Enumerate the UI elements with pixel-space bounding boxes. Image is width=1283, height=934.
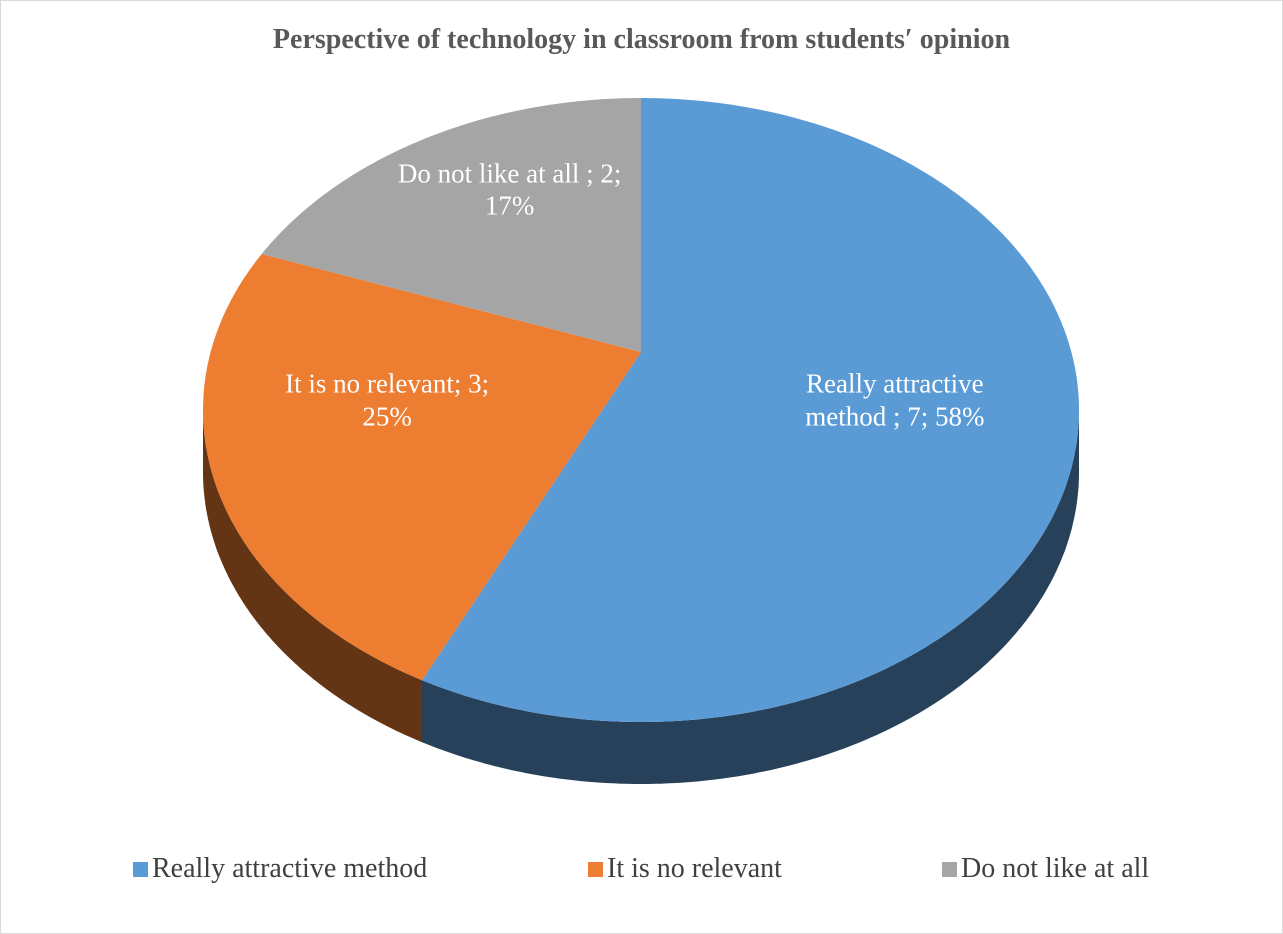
legend-swatch bbox=[133, 861, 148, 877]
slice-side bbox=[203, 410, 422, 743]
chart-title: Perspective of technology in classroom f… bbox=[272, 24, 1011, 55]
slice bbox=[203, 254, 641, 681]
legend-label: Do not like at all bbox=[961, 853, 1150, 884]
legend-swatch bbox=[588, 861, 603, 877]
slice-side bbox=[422, 410, 1079, 784]
data-label: Really attractive method ; 7; 58% bbox=[805, 369, 985, 432]
legend-item: Do not like at all bbox=[942, 853, 1149, 885]
slice bbox=[261, 98, 641, 352]
legend-swatch bbox=[942, 861, 957, 877]
legend-label: Really attractive method bbox=[152, 853, 428, 884]
legend-label: It is no relevant bbox=[607, 853, 782, 884]
slice bbox=[422, 98, 1079, 722]
legend-item: It is no relevant bbox=[588, 853, 782, 885]
data-label: Do not like at all ; 2; 17% bbox=[397, 158, 622, 221]
data-label: It is no relevant; 3; 25% bbox=[285, 369, 490, 432]
legend-item: Really attractive method bbox=[133, 853, 427, 885]
